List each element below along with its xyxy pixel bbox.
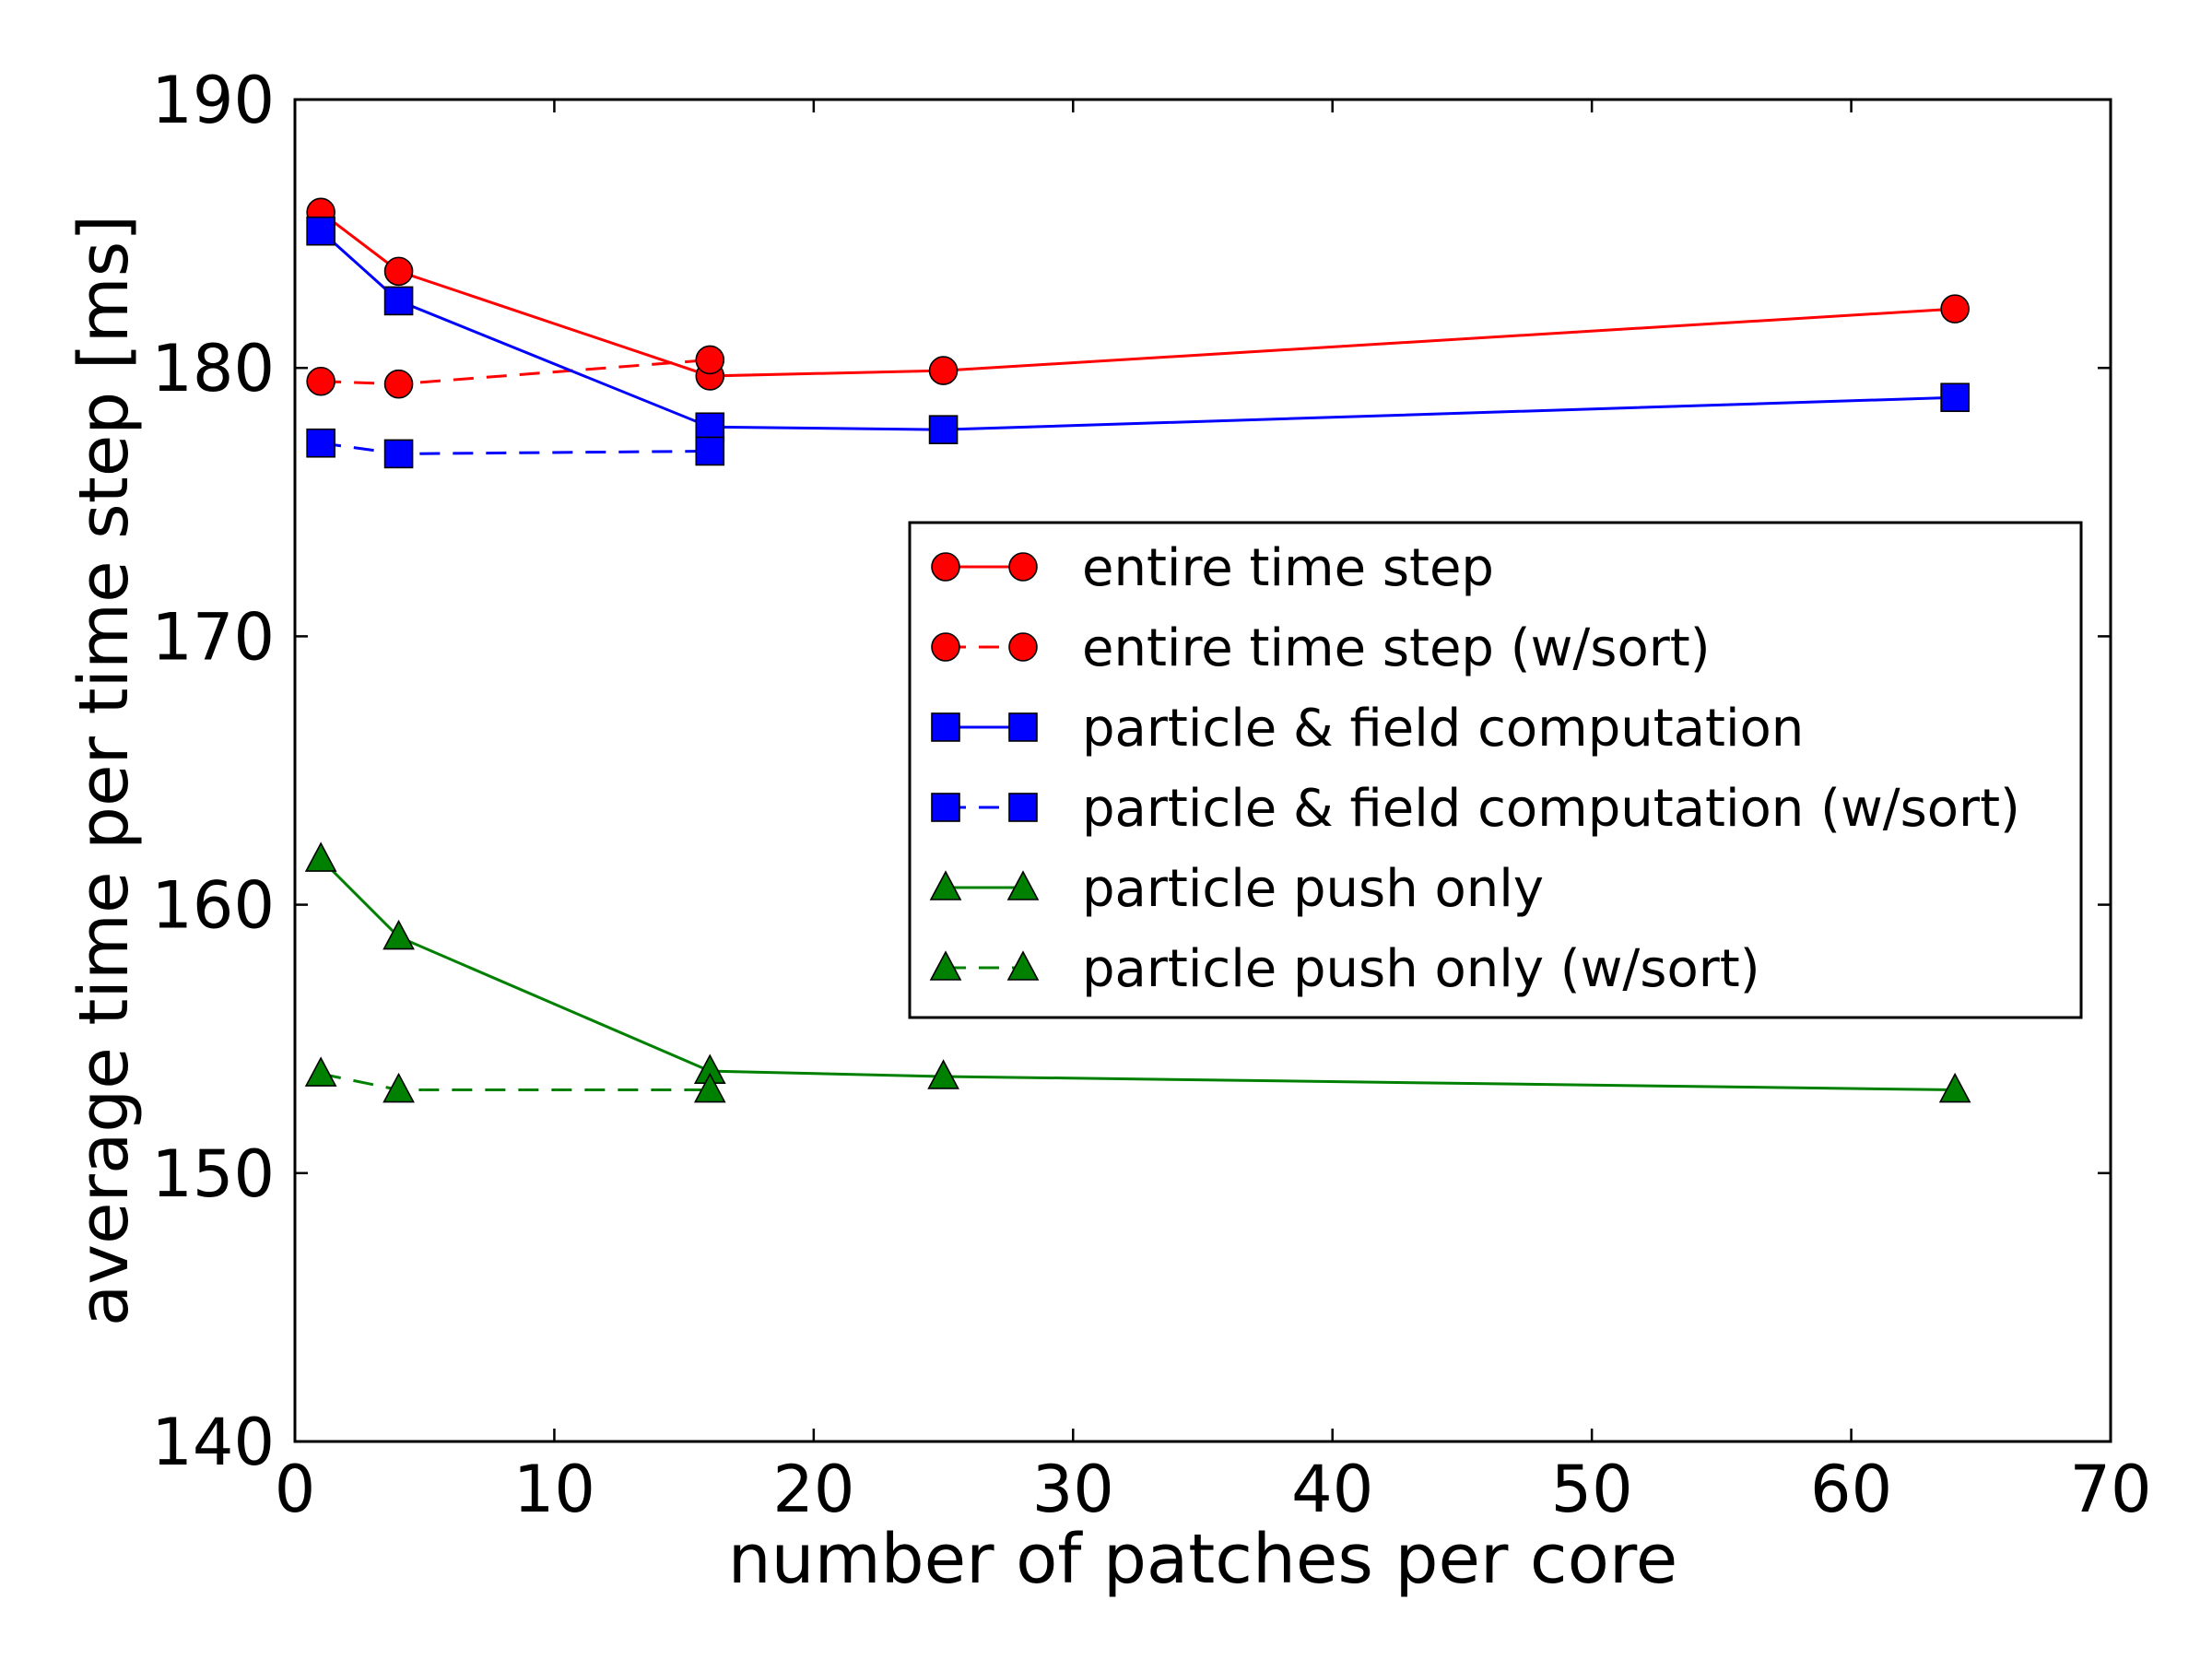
data-point-triangle xyxy=(1006,870,1040,900)
data-point-triangle xyxy=(929,870,962,900)
data-point-square xyxy=(928,415,959,444)
data-point-square xyxy=(306,428,335,458)
legend-label: particle push only (w/sort) xyxy=(1082,939,1760,999)
x-tick-label: 10 xyxy=(513,1452,595,1527)
x-tick-label: 20 xyxy=(772,1452,854,1527)
x-tick-label: 40 xyxy=(1291,1452,1373,1527)
legend-label: particle push only xyxy=(1082,859,1544,919)
x-tick-label: 60 xyxy=(1810,1452,1892,1527)
y-tick-label: 180 xyxy=(151,331,275,406)
y-tick-label: 160 xyxy=(151,868,275,944)
data-point-circle xyxy=(1940,294,1970,324)
x-tick-label: 50 xyxy=(1551,1452,1633,1527)
legend-label: entire time step (w/sort) xyxy=(1082,618,1711,678)
data-point-circle xyxy=(931,632,960,662)
data-point-triangle xyxy=(1006,950,1040,981)
data-point-circle xyxy=(931,552,960,582)
data-point-circle xyxy=(1008,632,1038,662)
legend-item: entire time step xyxy=(931,538,1494,598)
data-point-circle xyxy=(928,356,959,385)
legend-item: particle push only xyxy=(929,859,1544,919)
legend-item: particle & field computation xyxy=(931,699,1804,759)
legend-label: particle & field computation (w/sort) xyxy=(1082,779,2020,839)
data-point-triangle xyxy=(927,1059,959,1089)
data-point-circle xyxy=(695,345,725,375)
y-tick-label: 190 xyxy=(151,63,275,138)
data-point-triangle xyxy=(693,1072,726,1103)
data-point-triangle xyxy=(382,919,415,950)
data-point-square xyxy=(1008,793,1038,822)
data-point-circle xyxy=(383,369,414,399)
legend: entire time step entire time step (w/sort… xyxy=(908,521,2083,1019)
data-series xyxy=(304,197,1971,1103)
data-point-triangle xyxy=(1938,1072,1971,1103)
plot-frame xyxy=(293,98,2112,1443)
data-point-square xyxy=(1940,382,1970,413)
legend-box xyxy=(908,521,2083,1019)
legend-item: particle & field computation (w/sort) xyxy=(931,779,2020,839)
data-point-square xyxy=(931,712,960,742)
data-point-circle xyxy=(1008,552,1038,582)
y-axis-title: average time per time step [ms] xyxy=(65,215,144,1326)
series-2 xyxy=(306,216,1970,444)
legend-label: entire time step xyxy=(1082,538,1494,598)
legend-item: particle push only (w/sort) xyxy=(929,939,1760,999)
y-tick-label: 140 xyxy=(151,1405,275,1480)
data-point-square xyxy=(383,439,414,469)
legend-item: entire time step (w/sort) xyxy=(931,618,1711,678)
series-5 xyxy=(304,1056,726,1103)
y-tick-label: 170 xyxy=(151,599,275,675)
data-point-square xyxy=(1008,712,1038,742)
x-tick-label: 70 xyxy=(2069,1452,2151,1527)
legend-label: particle & field computation xyxy=(1082,699,1804,759)
data-point-square xyxy=(695,436,725,466)
data-point-square xyxy=(306,216,335,246)
series-1 xyxy=(306,345,725,399)
data-point-triangle xyxy=(304,841,337,872)
data-point-circle xyxy=(383,256,414,287)
x-tick-label: 30 xyxy=(1032,1452,1114,1527)
data-point-triangle xyxy=(382,1072,415,1103)
data-point-square xyxy=(383,286,414,316)
series-0 xyxy=(306,197,1970,391)
axis-ticks: 0 10 20 30 40 50 60 70 140 150 160 170 180 190 xyxy=(151,63,2151,1527)
data-point-square xyxy=(931,793,960,822)
x-axis-title: number of patches per core xyxy=(728,1520,1677,1599)
data-point-circle xyxy=(306,366,335,396)
x-tick-label: 0 xyxy=(275,1452,316,1527)
data-point-triangle xyxy=(304,1056,337,1087)
series-3 xyxy=(306,428,725,469)
y-tick-label: 150 xyxy=(151,1136,275,1212)
data-point-triangle xyxy=(929,950,962,981)
